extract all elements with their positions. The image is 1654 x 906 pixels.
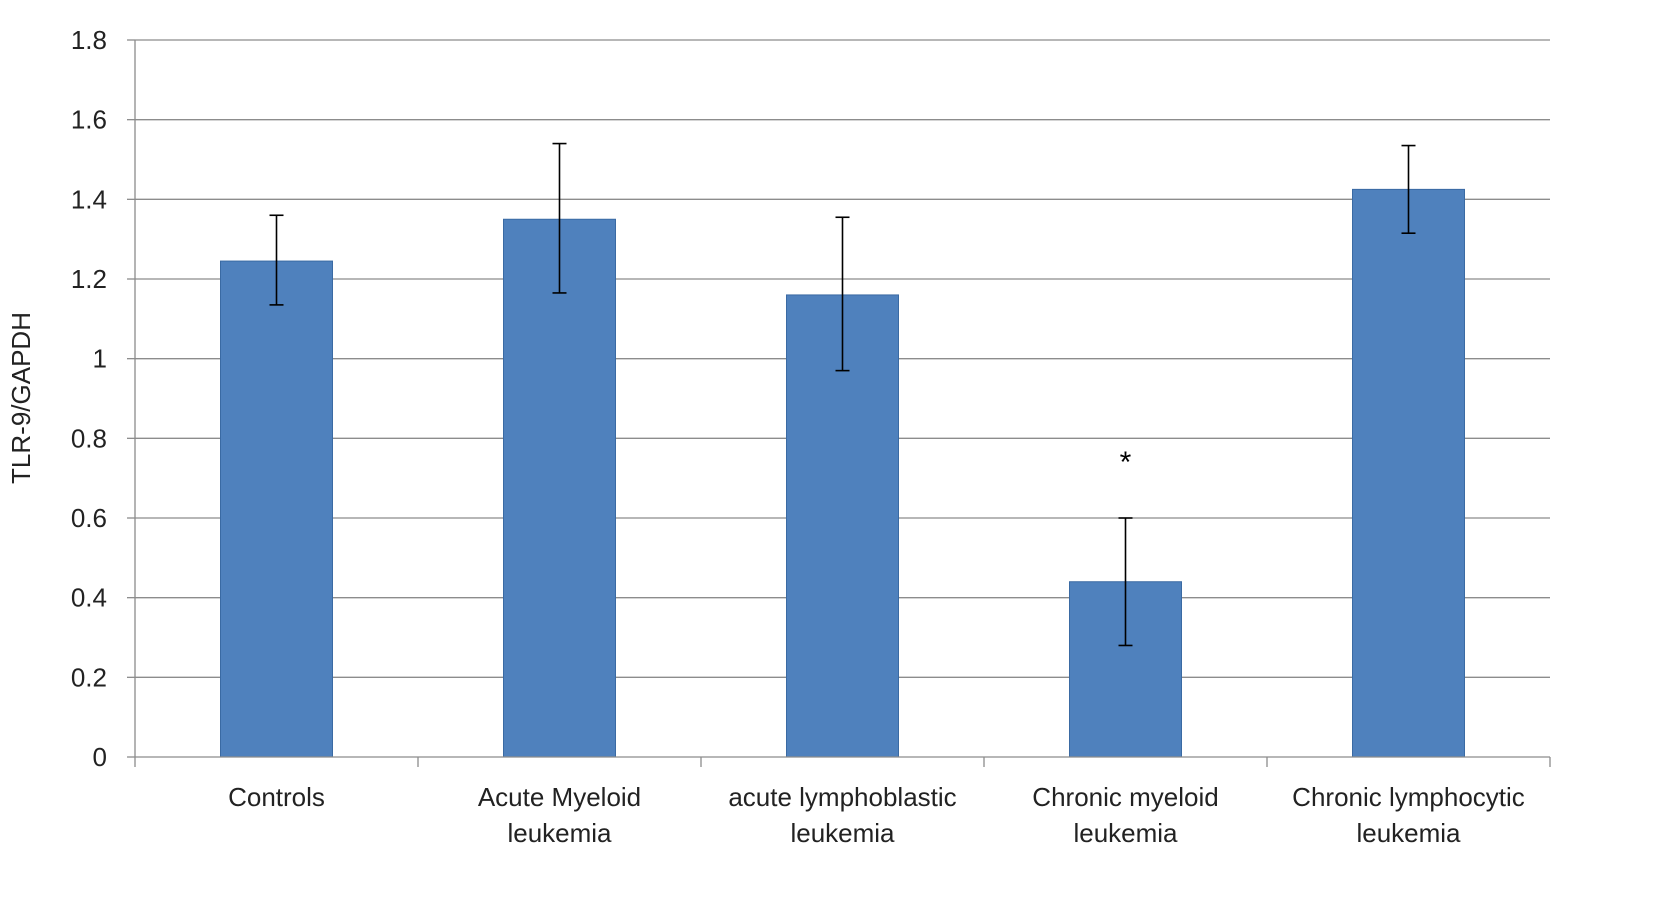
y-axis-title: TLR-9/GAPDH — [6, 312, 36, 484]
bar — [220, 260, 333, 758]
bar — [503, 218, 616, 758]
y-tick-label: 0.6 — [71, 503, 107, 533]
y-tick-label: 0.8 — [71, 423, 107, 453]
x-category-label: Controls — [228, 782, 325, 812]
y-tick-label: 1.6 — [71, 105, 107, 135]
y-tick-label: 1.4 — [71, 184, 107, 214]
x-category-label: leukemia — [1073, 818, 1178, 848]
y-tick-label: 1.8 — [71, 25, 107, 55]
y-tick-label: 0 — [93, 742, 107, 772]
y-tick-label: 1.2 — [71, 264, 107, 294]
x-category-label: leukemia — [507, 818, 612, 848]
significance-marker: * — [1120, 446, 1132, 479]
y-tick-label: 1 — [93, 344, 107, 374]
x-category-label: leukemia — [1356, 818, 1461, 848]
x-category-label: Chronic myeloid — [1032, 782, 1218, 812]
y-tick-label: 0.2 — [71, 662, 107, 692]
bars — [220, 142, 1465, 758]
x-category-label: leukemia — [790, 818, 895, 848]
bar — [1352, 188, 1465, 758]
x-category-label: acute lymphoblastic — [728, 782, 956, 812]
x-category-label: Chronic lymphocytic — [1292, 782, 1525, 812]
axes — [127, 39, 1551, 767]
y-tick-label: 0.4 — [71, 583, 107, 613]
x-category-label: Acute Myeloid — [478, 782, 641, 812]
labels: 0 0.2 0.4 0.6 0.8 1 1.2 1.4 1.6 1.8 Controls Acute … — [71, 25, 1525, 848]
